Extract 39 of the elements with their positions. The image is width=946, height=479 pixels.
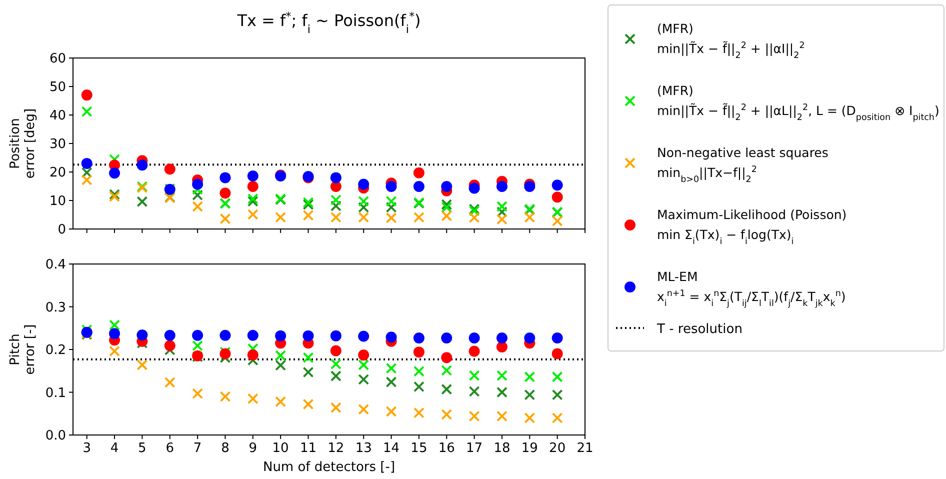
x-tick-label: 21	[576, 441, 594, 456]
y-tick-label: 0.4	[45, 258, 66, 272]
y-tick-label: 20	[49, 166, 66, 180]
y-tick-label: 0.0	[45, 428, 66, 444]
x-tick-label: 13	[355, 441, 372, 456]
legend-label: T - resolution	[656, 322, 742, 337]
x-tick-label: 15	[410, 441, 428, 456]
x-axis-title: Num of detectors [-]	[262, 460, 396, 475]
x-tick-label: 16	[438, 441, 455, 456]
y-tick-label: 0	[58, 222, 66, 238]
y-tick-label: 30	[49, 137, 66, 152]
x-tick-label: 19	[521, 441, 538, 456]
x-tick-label: 11	[300, 441, 317, 456]
chart-title: Tx = f$^{*}$; f$_{i}$ ~ Poisson(f$_{i}$$^{*}$)	[236, 10, 421, 36]
y-tick-label: 60	[49, 52, 66, 66]
y-tick-label: 50	[49, 80, 66, 95]
text: ML-EM x$_{i}$$^{n+1}$ = x$_{i}$$^{n}$Σ$_{j}$(T$_{ij}$/Σ$_{l}$T$_{il}$)(f$_{j}$/Σ$_{k}$T$_{jk}$x$_{k}$$^{n}$)	[657, 269, 846, 309]
y-tick-label: 10	[49, 194, 66, 209]
text: (MFR) min||T̃x − f̃||$_{2}$$^{2}$ + ||αL||$_{2}$$^{2}$, L = (D$_{position}$ ⊗ I$_{pitch}$)	[657, 83, 940, 123]
x-tick-label: 7	[193, 441, 202, 456]
text: Maximum-Likelihood (Poisson) min Σ$_{i}$(Tx)$_{i}$ − f$_{i}$log(Tx)$_{i}$	[657, 207, 847, 247]
x-tick-label: 3	[82, 441, 91, 456]
x-tick-label: 17	[466, 441, 483, 456]
x-tick-label: 8	[221, 441, 230, 456]
x-tick-label: 10	[272, 441, 289, 456]
y-tick-label: 0.3	[45, 300, 66, 316]
y-axis-title: Pitch error [-]	[8, 324, 38, 375]
x-tick-label: 20	[549, 441, 566, 456]
x-tick-label: 9	[248, 441, 258, 456]
y-axis-title: Position error [deg]	[8, 108, 38, 179]
x-tick-label: 12	[328, 441, 344, 456]
x-tick-label: 6	[166, 441, 174, 456]
x-tick-label: 5	[138, 441, 146, 456]
x-tick-label: 4	[110, 441, 119, 456]
y-tick-label: 0.1	[45, 386, 66, 401]
x-tick-label: 14	[382, 441, 400, 456]
y-tick-label: 0.2	[45, 343, 66, 358]
x-tick-label: 18	[494, 441, 510, 456]
y-tick-label: 40	[49, 108, 66, 124]
